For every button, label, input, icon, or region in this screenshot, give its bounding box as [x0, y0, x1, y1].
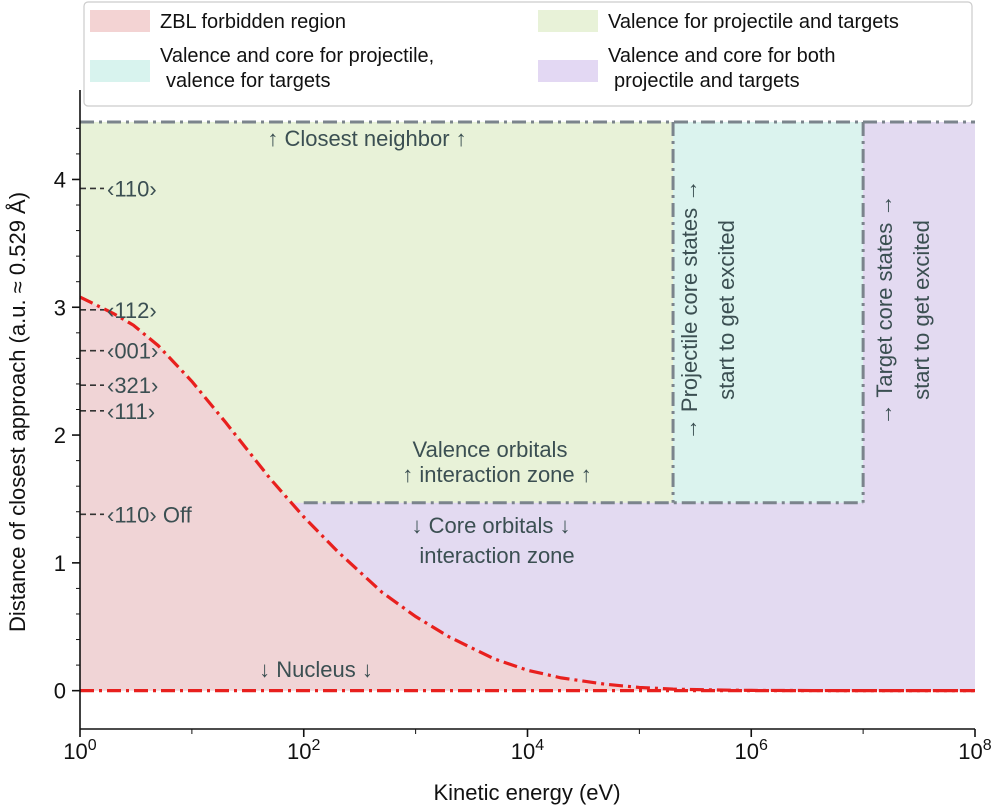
- crystal-direction-markers: ‹110› ‹112› ‹001› ‹321›‹111› ‹110› Off: [80, 176, 193, 527]
- y-tick-label-0: 0: [54, 679, 66, 704]
- x-tick-label-0: 100: [63, 737, 96, 764]
- x-tick-label-4: 108: [958, 737, 991, 764]
- legend-label-valence-core-projectile-line1: Valence and core for projectile,: [160, 45, 434, 67]
- annotations: ↑ Closest neighbor ↑ Valence orbitals ↑ …: [259, 126, 934, 682]
- annotation-target-core-line1: → Target core states →: [872, 195, 897, 426]
- region-boundaries: [80, 120, 975, 505]
- legend-label-valence-core-projectile-line2: valence for targets: [166, 70, 331, 92]
- y-tick-label-1: 1: [54, 551, 66, 576]
- reference-label-0: ‹110›: [107, 176, 157, 201]
- zbl-forbidden-area: [80, 297, 975, 691]
- reference-label-1: ‹112›: [107, 298, 157, 323]
- legend-box: [83, 1, 973, 107]
- annotation-target-core-line2: start to get excited: [909, 220, 934, 400]
- legend-label-valence-core-both-line1: Valence and core for both: [608, 45, 836, 67]
- reference-label-4: ‹111›: [107, 399, 155, 424]
- reference-label-3: ‹321›: [107, 373, 158, 398]
- legend-swatch-zbl: [90, 10, 150, 32]
- reference-label-2: ‹001›: [107, 339, 158, 364]
- ticks: 0 1 2 3 4 100 102 104 106 108: [54, 127, 992, 764]
- x-axis-label: Kinetic energy (eV): [433, 780, 620, 805]
- legend-label-valence-core-both-line2: projectile and targets: [614, 70, 800, 92]
- legend: ZBL forbidden region Valence for project…: [83, 1, 973, 107]
- y-tick-label-4: 4: [54, 167, 66, 192]
- reference-label-5: ‹110› Off: [107, 502, 193, 527]
- legend-swatch-valence: [538, 10, 598, 32]
- legend-swatch-valence-core-both: [538, 60, 598, 82]
- annotation-nucleus: ↓ Nucleus ↓: [259, 657, 373, 682]
- legend-label-zbl: ZBL forbidden region: [160, 11, 346, 33]
- annotation-core-zone-line2: interaction zone: [419, 543, 574, 568]
- series-layer: [79, 295, 975, 693]
- annotation-core-zone-line1: ↓ Core orbitals ↓: [412, 513, 571, 538]
- legend-label-valence: Valence for projectile and targets: [608, 11, 899, 33]
- y-tick-label-3: 3: [54, 295, 66, 320]
- y-tick-label-2: 2: [54, 423, 66, 448]
- x-tick-label-2: 104: [511, 737, 544, 764]
- y-axis-label: Distance of closest approach (a.u. ≈ 0.5…: [5, 192, 30, 632]
- annotation-closest-neighbor: ↑ Closest neighbor ↑: [267, 126, 466, 151]
- x-tick-label-3: 106: [735, 737, 768, 764]
- annotation-valence-zone-line1: Valence orbitals: [413, 437, 568, 462]
- region-valence-core-projectile: [673, 121, 864, 503]
- annotation-projectile-core-line2: start to get excited: [714, 220, 739, 400]
- x-tick-label-1: 102: [287, 737, 320, 764]
- legend-swatch-valence-core-projectile: [90, 60, 150, 82]
- annotation-projectile-core-line1: → Projectile core states →: [677, 180, 702, 440]
- annotation-valence-zone-line2: ↑ interaction zone ↑: [402, 462, 592, 487]
